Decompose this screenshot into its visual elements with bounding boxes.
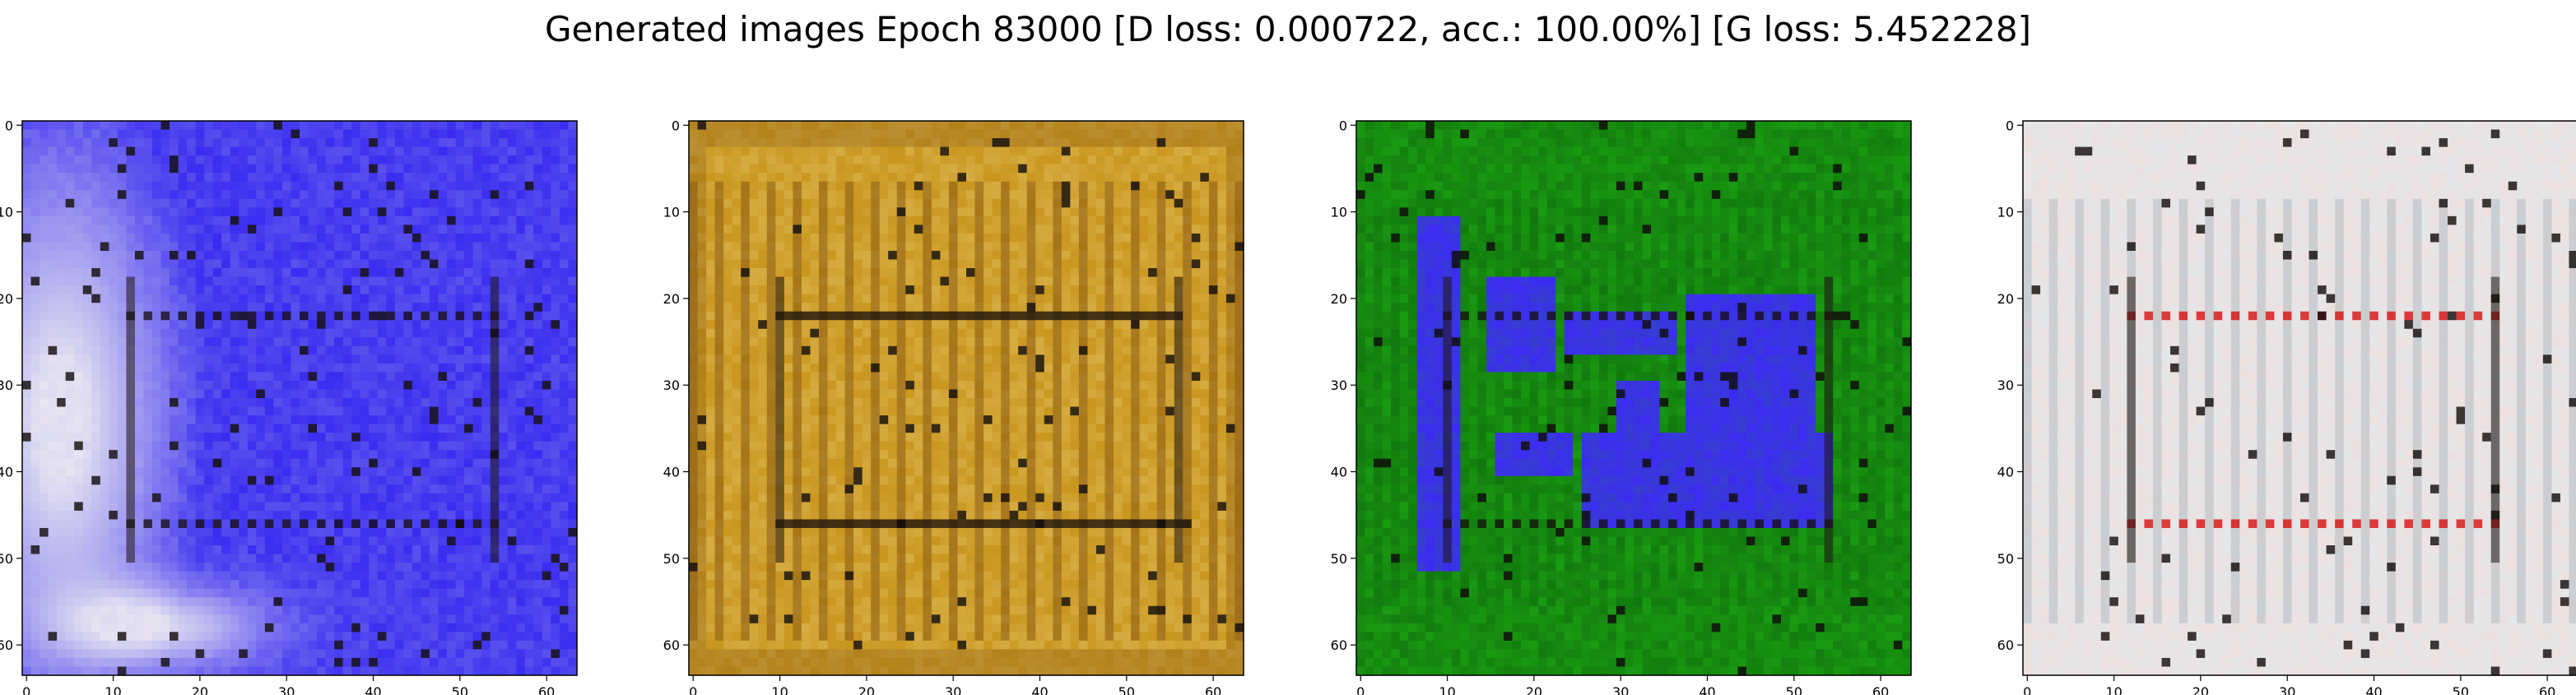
axes-frame	[21, 120, 578, 676]
y-tick-label: 40	[663, 465, 680, 480]
y-tick-label: 10	[1331, 205, 1347, 220]
x-tick-label: 20	[2192, 684, 2209, 695]
heatmap-image-2	[689, 121, 1244, 676]
x-tick-label: 20	[1526, 684, 1542, 695]
y-tick-label: 50	[1331, 551, 1347, 567]
x-tick-label: 30	[278, 684, 295, 695]
y-tick-label: 30	[1331, 378, 1347, 393]
y-tick-label: 60	[0, 637, 13, 653]
x-tick-label: 10	[105, 684, 121, 695]
x-tick-label: 30	[945, 684, 961, 695]
x-tick-label: 0	[1356, 684, 1365, 695]
y-tick-label: 0	[5, 118, 13, 133]
heatmap-image-1	[22, 121, 578, 676]
x-tick-label: 50	[2453, 684, 2469, 695]
axes-frame	[1355, 120, 1912, 676]
y-tick-label: 50	[1997, 551, 2014, 567]
x-tick-label: 40	[1031, 684, 1048, 695]
x-tick-label: 50	[1786, 684, 1802, 695]
y-tick-label: 20	[663, 291, 680, 307]
axes-frame	[688, 120, 1244, 676]
y-tick-label: 40	[1331, 465, 1347, 480]
y-tick-label: 60	[663, 637, 680, 653]
y-tick-label: 20	[0, 291, 13, 307]
y-tick-label: 0	[672, 118, 680, 133]
x-tick-label: 0	[22, 684, 30, 695]
y-tick-label: 0	[2006, 118, 2014, 133]
y-tick-label: 40	[1997, 465, 2014, 480]
x-tick-label: 60	[1205, 684, 1221, 695]
y-tick-label: 30	[1997, 378, 2014, 393]
x-tick-label: 10	[1439, 684, 1455, 695]
heatmap-panel-1: 0 10 20 30 40 50 60 0 10 20 30 40 50 60	[0, 118, 578, 695]
x-tick-label: 10	[2105, 684, 2122, 695]
x-tick-label: 40	[365, 684, 381, 695]
x-tick-label: 30	[1612, 684, 1629, 695]
x-tick-label: 30	[2279, 684, 2295, 695]
heatmap-panel-4: 0 10 20 30 40 50 60 0 10 20 30 40 50 60	[1997, 118, 2576, 695]
heatmap-image-4	[2023, 121, 2576, 676]
x-tick-label: 60	[1872, 684, 1889, 695]
y-tick-label: 40	[0, 465, 13, 480]
y-tick-label: 20	[1331, 291, 1347, 307]
heatmap-panel-2: 0 10 20 30 40 50 60 0 10 20 30 40 50 60	[663, 118, 1244, 695]
y-tick-label: 50	[663, 551, 680, 567]
x-tick-label: 0	[2023, 684, 2031, 695]
x-tick-label: 40	[2365, 684, 2382, 695]
y-tick-label: 60	[1997, 637, 2014, 653]
y-tick-label: 60	[1331, 637, 1347, 653]
y-tick-label: 20	[1997, 291, 2014, 307]
axes-frame	[2022, 120, 2576, 676]
x-tick-label: 50	[452, 684, 468, 695]
x-tick-label: 10	[771, 684, 788, 695]
y-tick-label: 30	[0, 378, 13, 393]
y-tick-label: 50	[0, 551, 13, 567]
y-tick-label: 10	[0, 205, 13, 220]
heatmap-panel-3: 0 10 20 30 40 50 60 0 10 20 30 40 50 60	[1331, 118, 1912, 695]
y-tick-label: 10	[663, 205, 680, 220]
x-tick-label: 60	[538, 684, 555, 695]
y-tick-label: 0	[1339, 118, 1347, 133]
x-tick-label: 20	[858, 684, 875, 695]
y-tick-label: 30	[663, 378, 680, 393]
figure-title: Generated images Epoch 83000 [D loss: 0.…	[544, 9, 2032, 49]
y-tick-label: 10	[1997, 205, 2014, 220]
heatmap-image-3	[1356, 121, 1912, 676]
x-tick-label: 0	[689, 684, 697, 695]
x-tick-label: 50	[1118, 684, 1135, 695]
x-tick-label: 40	[1699, 684, 1715, 695]
x-tick-label: 20	[192, 684, 208, 695]
x-tick-label: 60	[2539, 684, 2555, 695]
